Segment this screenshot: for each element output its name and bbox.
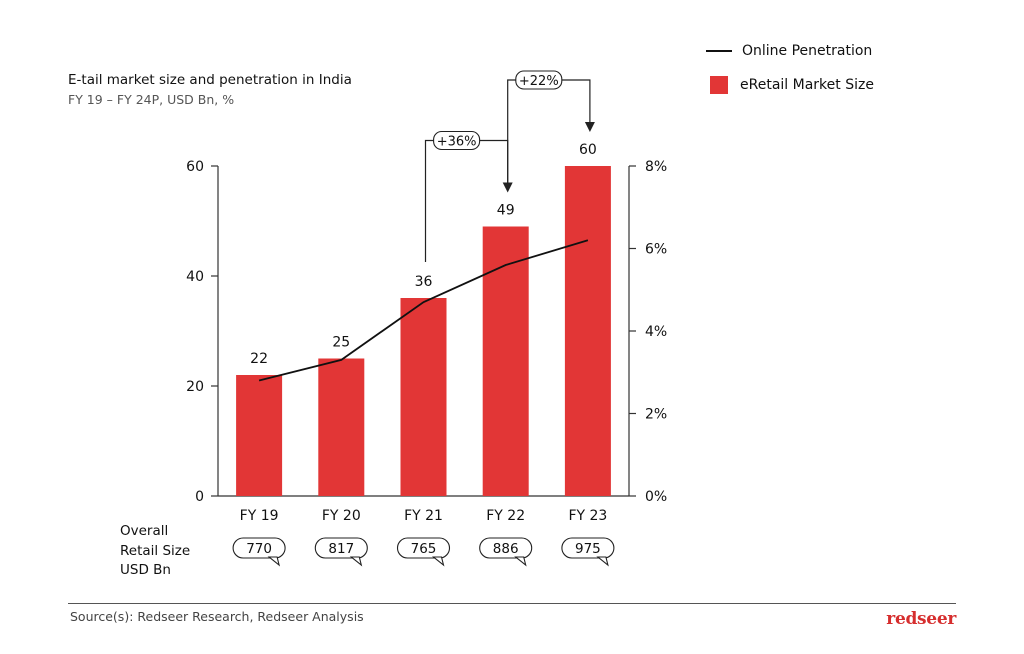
right-axis-tick-label: 0% — [645, 489, 667, 505]
x-tick-label: FY 21 — [404, 508, 443, 524]
bar-fy22 — [482, 226, 529, 496]
chart-canvas: 0 20 40 60 0% 2% 4% 6% 8% 22 FY 19 25 FY 20 36 FY 21 49… — [186, 70, 667, 567]
growth-badge — [433, 130, 481, 151]
footer-divider — [68, 603, 956, 604]
bar-fy19 — [236, 375, 283, 496]
chart-title: E-tail market size and penetration in In… — [68, 72, 352, 88]
x-tick-label: FY 22 — [486, 508, 525, 524]
redseer-logo: redseer — [886, 609, 956, 629]
bar-value-label: 25 — [332, 335, 350, 351]
bar-value-label: 22 — [250, 351, 268, 367]
retail-size-bubble-tail — [431, 556, 445, 567]
source-note: Source(s): Redseer Research, Redseer Ana… — [70, 609, 364, 624]
legend-label-penetration: Online Penetration — [742, 43, 873, 59]
retail-size-bubble — [479, 537, 533, 559]
retail-size-bubble-tail — [514, 556, 527, 567]
retail-size-bubble — [396, 537, 451, 559]
x-tick-label: FY 23 — [568, 508, 607, 524]
x-tick-label: FY 20 — [322, 508, 361, 524]
retail-size-value: 975 — [575, 541, 601, 557]
bar-fy21 — [400, 298, 447, 496]
legend-bar-swatch — [710, 76, 728, 94]
left-axis-tick-label: 20 — [186, 379, 204, 395]
bar-fy23 — [564, 166, 611, 496]
left-axis-tick-label: 60 — [186, 159, 204, 175]
retail-size-bubble-tail — [596, 556, 609, 567]
bar-value-label: 49 — [497, 203, 515, 219]
growth-arrowhead — [584, 122, 595, 132]
retail-size-value: 817 — [328, 541, 354, 557]
overall-retail-size-label: Overall Retail Size USD Bn — [120, 523, 191, 578]
growth-label: +22% — [519, 74, 559, 89]
retail-size-bubble — [561, 537, 615, 559]
legend-item-penetration: Online Penetration — [706, 43, 872, 59]
bar-fy20 — [318, 358, 365, 496]
left-axis-tick-label: 0 — [195, 489, 204, 505]
left-axis-tick-label: 40 — [186, 269, 204, 285]
bar-value-label: 36 — [415, 274, 433, 290]
right-axis-tick-label: 8% — [645, 159, 667, 175]
retail-size-value: 765 — [411, 541, 437, 557]
retail-size-bubble-tail — [267, 556, 281, 567]
retail-size-value: 886 — [493, 541, 519, 557]
growth-badge — [515, 70, 563, 90]
x-tick-label: FY 19 — [240, 508, 279, 524]
retail-size-bubble — [314, 537, 368, 559]
chart-subtitle: FY 19 – FY 24P, USD Bn, % — [68, 92, 235, 107]
right-axis-tick-label: 6% — [645, 242, 667, 258]
growth-label: +36% — [437, 135, 477, 150]
retail-size-bubble-tail — [349, 556, 363, 567]
legend-line-swatch — [706, 50, 732, 52]
retail-size-value: 770 — [246, 541, 272, 557]
right-axis-tick-label: 4% — [645, 324, 667, 340]
legend-item-market-size: eRetail Market Size — [706, 76, 874, 94]
right-axis-tick-label: 2% — [645, 407, 667, 423]
bar-value-label: 60 — [579, 142, 597, 158]
legend-label-market-size: eRetail Market Size — [740, 77, 874, 93]
retail-size-bubble — [232, 537, 286, 559]
